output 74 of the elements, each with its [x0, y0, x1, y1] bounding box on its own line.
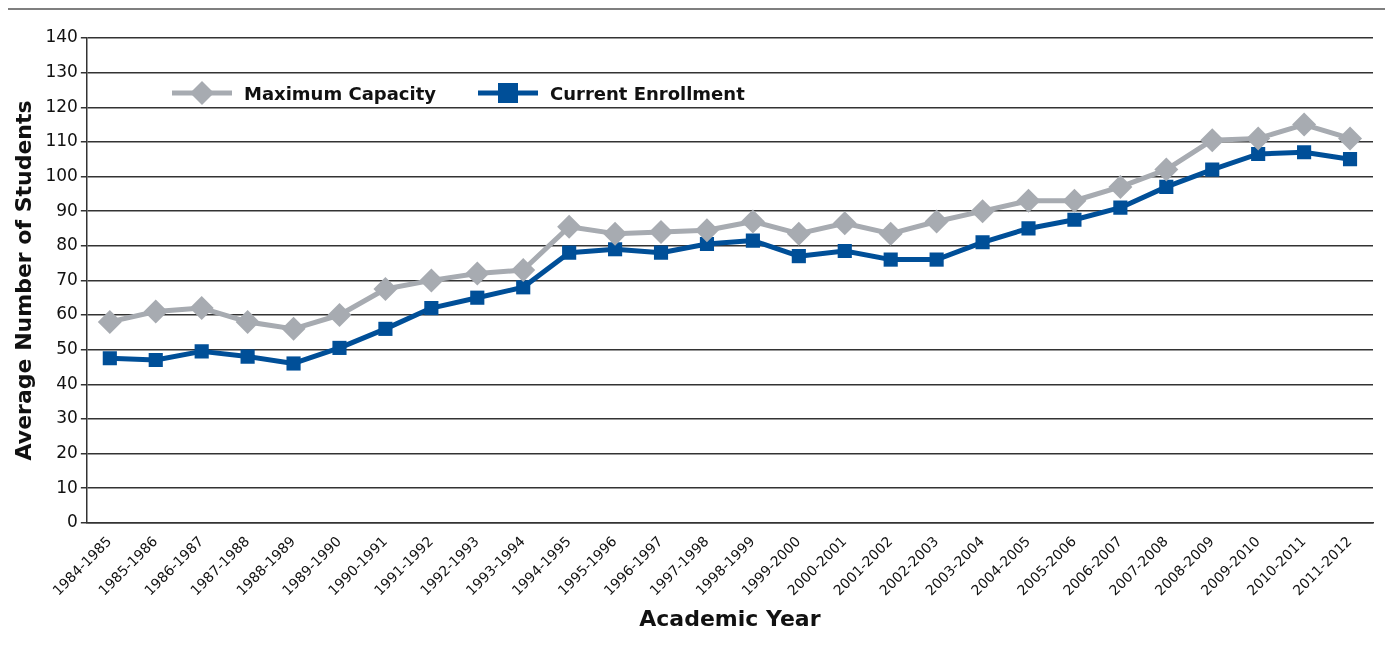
y-tick-label: 50 — [56, 338, 78, 359]
point — [424, 301, 439, 316]
point — [1246, 126, 1271, 151]
point — [608, 242, 623, 257]
point — [470, 290, 485, 305]
y-tick-label: 100 — [45, 164, 78, 185]
y-tick-label: 20 — [56, 441, 78, 462]
point — [465, 261, 490, 286]
point — [1154, 157, 1179, 182]
point — [511, 257, 536, 282]
point — [603, 221, 628, 246]
point — [970, 199, 995, 224]
point — [516, 280, 531, 295]
point — [102, 351, 117, 366]
point — [653, 245, 669, 260]
point — [1108, 174, 1133, 199]
point — [1113, 200, 1128, 215]
point — [791, 249, 806, 264]
point — [281, 316, 306, 341]
y-tick-label: 80 — [56, 234, 78, 255]
point — [1338, 126, 1363, 151]
point — [286, 356, 301, 371]
y-tick-label: 140 — [45, 26, 78, 47]
point — [327, 303, 352, 328]
point — [1200, 128, 1225, 153]
y-tick-label: 70 — [56, 268, 78, 289]
point — [1067, 212, 1082, 227]
point — [378, 321, 393, 336]
y-tick-label: 120 — [45, 95, 78, 116]
point — [332, 340, 347, 355]
point — [1016, 188, 1041, 213]
point — [143, 299, 168, 324]
point — [1292, 112, 1317, 137]
point — [240, 349, 255, 364]
point — [1251, 146, 1266, 162]
point — [148, 352, 163, 368]
point — [1205, 162, 1220, 177]
y-axis-title: Average Number of Students — [10, 100, 36, 461]
y-tick-label: 40 — [56, 372, 78, 393]
y-tick-label: 60 — [56, 303, 78, 324]
point — [373, 277, 398, 302]
y-tick-label: 130 — [45, 61, 78, 82]
point — [97, 309, 122, 334]
point — [1159, 179, 1174, 194]
y-tick-label: 30 — [56, 407, 78, 428]
point — [189, 296, 214, 321]
point — [837, 243, 852, 259]
point — [975, 235, 990, 250]
y-tick-label: 110 — [45, 130, 78, 151]
point — [694, 218, 719, 243]
point — [649, 219, 674, 244]
point — [1062, 188, 1087, 213]
point — [562, 245, 577, 260]
point — [883, 252, 898, 267]
point — [419, 268, 444, 293]
point — [832, 211, 857, 236]
legend-label: Maximum Capacity — [244, 82, 436, 104]
legend-label: Current Enrollment — [550, 82, 745, 104]
point — [878, 221, 903, 246]
point — [1342, 152, 1358, 167]
point — [929, 252, 944, 267]
y-tick-label: 10 — [56, 476, 78, 497]
point — [194, 344, 209, 359]
y-tick-label: 90 — [56, 199, 78, 220]
point — [235, 309, 260, 334]
point — [740, 209, 765, 234]
point — [1021, 221, 1036, 236]
x-axis-title: Academic Year — [639, 605, 821, 631]
y-tick-label: 0 — [67, 511, 78, 532]
point — [924, 209, 949, 234]
point — [786, 221, 811, 246]
point — [1297, 145, 1312, 160]
point — [557, 214, 582, 239]
point — [745, 233, 760, 248]
